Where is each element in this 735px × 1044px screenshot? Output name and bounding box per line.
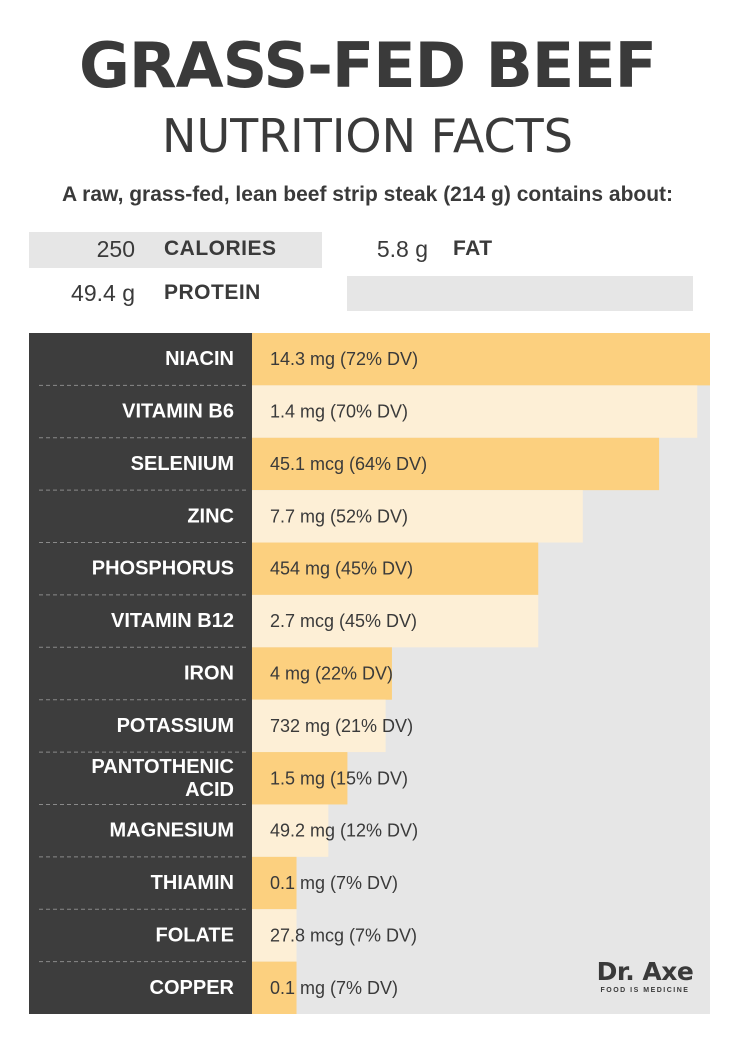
category-label: SELENIUM [131, 453, 234, 475]
bar [252, 752, 348, 805]
bar [252, 804, 329, 857]
data-label: 49.2 mg (12% DV) [270, 821, 418, 841]
category-label: POTASSIUM [117, 715, 234, 737]
bar [252, 856, 297, 910]
category-label: PHOSPHORUS [92, 558, 234, 580]
protein-value: 49.4 g [71, 280, 135, 306]
bar [252, 490, 583, 543]
data-label: 454 mg (45% DV) [270, 559, 413, 579]
category-label: VITAMIN B12 [111, 610, 234, 632]
bar [252, 909, 297, 962]
fat-protein-row-background [347, 276, 693, 311]
protein-label: PROTEIN [164, 281, 261, 304]
logo-name: Dr. Axe [596, 957, 694, 986]
category-label: THIAMIN [151, 872, 234, 894]
data-label: 0.1 mg (7% DV) [270, 978, 398, 998]
fat-value: 5.8 g [376, 236, 428, 262]
data-label: 7.7 mg (52% DV) [270, 506, 408, 526]
data-label: 732 mg (21% DV) [270, 716, 413, 736]
data-label: 45.1 mcg (64% DV) [270, 454, 427, 474]
page-subtitle: NUTRITION FACTS [162, 109, 573, 163]
logo-tagline: FOOD IS MEDICINE [600, 987, 690, 994]
calories-row-background [29, 232, 322, 268]
bar [252, 542, 539, 595]
page-title: GRASS-FED BEEF [79, 29, 657, 102]
category-label: VITAMIN B6 [122, 401, 234, 423]
calories-label: CALORIES [164, 237, 277, 260]
bar [252, 594, 539, 648]
dr-axe-logo: Dr. Axe FOOD IS MEDICINE [590, 958, 700, 996]
category-label: MAGNESIUM [110, 820, 234, 842]
bar [252, 699, 386, 753]
bar [252, 385, 698, 438]
data-label: 4 mg (22% DV) [270, 664, 393, 684]
data-label: 14.3 mg (72% DV) [270, 349, 418, 369]
data-label: 0.1 mg (7% DV) [270, 873, 398, 893]
bar [252, 437, 660, 491]
category-label: FOLATE [155, 924, 234, 946]
bar [252, 961, 297, 1014]
category-label: IRON [184, 663, 234, 685]
category-label: ACID [185, 779, 234, 801]
fat-label: FAT [453, 237, 493, 260]
bar [252, 647, 392, 700]
category-label: NIACIN [165, 348, 234, 370]
data-label: 1.4 mg (70% DV) [270, 402, 408, 422]
category-label: ZINC [187, 505, 234, 527]
bar [252, 333, 710, 386]
calories-value: 250 [96, 236, 135, 262]
data-label: 27.8 mcg (7% DV) [270, 925, 417, 945]
data-label: 2.7 mcg (45% DV) [270, 611, 417, 631]
category-label: PANTOTHENIC [91, 756, 234, 778]
data-label: 1.5 mg (15% DV) [270, 768, 408, 788]
category-label: COPPER [150, 977, 235, 999]
intro-text: A raw, grass-fed, lean beef strip steak … [61, 183, 674, 206]
label-panel [29, 333, 252, 1014]
